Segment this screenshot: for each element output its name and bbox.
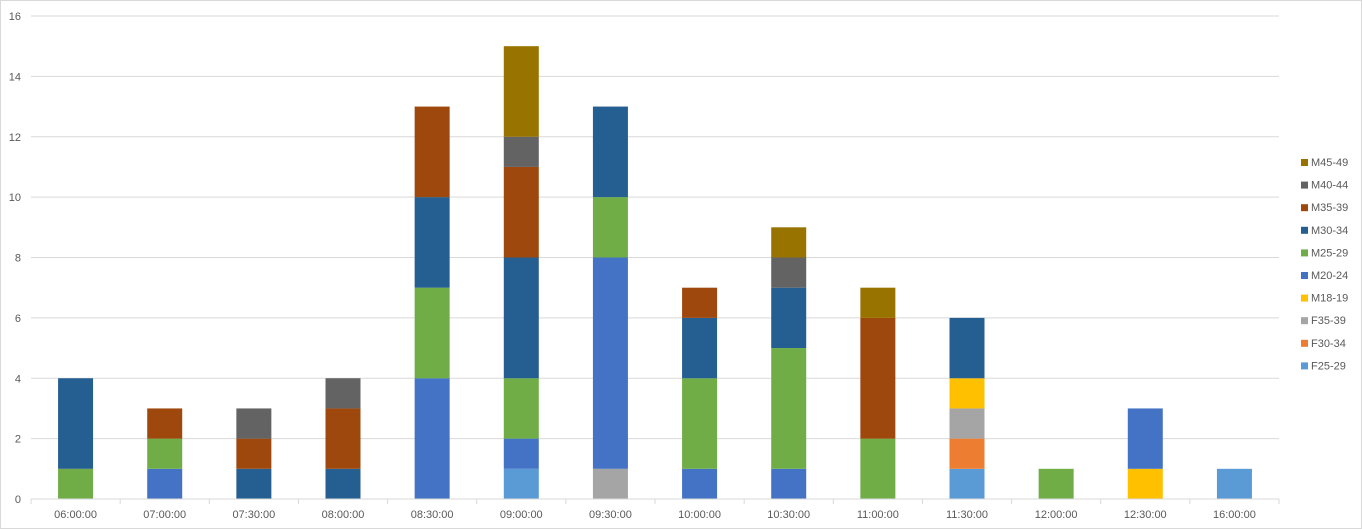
bar-segment-m35-39 <box>236 438 272 469</box>
y-tick-label: 6 <box>15 313 21 325</box>
bar-segment-m45-49 <box>771 227 807 258</box>
bar-segment-m25-29 <box>771 348 807 469</box>
y-tick-label: 2 <box>15 434 21 446</box>
bar-segment-m25-29 <box>1038 468 1074 499</box>
legend-swatch <box>1301 339 1308 347</box>
bar-segment-m40-44 <box>325 378 361 409</box>
legend-swatch <box>1301 294 1308 302</box>
y-tick-label: 10 <box>9 192 21 204</box>
bars <box>58 46 1252 499</box>
legend-label: M25-29 <box>1311 247 1348 259</box>
bar-segment-m20-24 <box>414 378 450 499</box>
legend-label: M20-24 <box>1311 270 1348 282</box>
bar-segment-m35-39 <box>860 317 896 439</box>
bar-segment-m45-49 <box>503 46 539 137</box>
bar-segment-f35-39 <box>592 468 628 499</box>
bar-segment-m25-29 <box>503 378 539 439</box>
x-tick-label: 09:00:00 <box>500 509 543 521</box>
legend-label: M40-44 <box>1311 180 1348 192</box>
x-tick-label: 09:30:00 <box>589 509 632 521</box>
bar-segment-m40-44 <box>771 257 807 288</box>
bar-segment-m45-49 <box>860 287 896 318</box>
legend-label: M30-34 <box>1311 225 1348 237</box>
x-tick-label: 10:00:00 <box>678 509 721 521</box>
bar-segment-m30-34 <box>58 378 94 469</box>
x-tick-label: 12:30:00 <box>1124 509 1167 521</box>
x-tick-label: 07:30:00 <box>232 509 275 521</box>
legend-swatch <box>1301 249 1308 257</box>
y-tick-label: 4 <box>15 373 21 385</box>
y-axis: 0 2 4 6 8 10 12 14 16 <box>9 11 21 506</box>
bar-segment-m25-29 <box>860 438 896 499</box>
bar-segment-m25-29 <box>682 378 718 469</box>
bar-segment-m20-24 <box>147 468 183 499</box>
x-tick-label: 12:00:00 <box>1035 509 1078 521</box>
bar-segment-m30-34 <box>325 468 361 499</box>
x-tick-label: 11:30:00 <box>946 509 988 521</box>
y-tick-label: 16 <box>9 11 21 23</box>
bar-segment-m20-24 <box>1127 408 1163 469</box>
y-tick-label: 0 <box>15 494 21 506</box>
legend-label: M35-39 <box>1311 202 1348 214</box>
bar-segment-m20-24 <box>592 257 628 469</box>
bar-segment-m18-19 <box>1127 468 1163 499</box>
bar-segment-m30-34 <box>592 106 628 198</box>
y-tick-label: 12 <box>9 132 21 144</box>
x-tick-label: 07:00:00 <box>143 509 186 521</box>
bar-segment-m20-24 <box>771 468 807 499</box>
bar-segment-m30-34 <box>503 257 539 379</box>
legend-swatch <box>1301 181 1308 189</box>
x-tick-label: 06:00:00 <box>54 509 97 521</box>
legend: M45-49 M40-44 M35-39 M30-34 M25-29 M20-24 M18-… <box>1301 157 1348 372</box>
bar-segment-f25-29 <box>949 468 985 499</box>
legend-swatch <box>1301 272 1308 279</box>
bar-segment-m25-29 <box>147 438 183 469</box>
bar-segment-m35-39 <box>325 408 361 469</box>
x-tick-label: 08:30:00 <box>411 509 454 521</box>
bar-segment-m30-34 <box>771 287 807 349</box>
x-tick-label: 16:00:00 <box>1213 509 1256 521</box>
bar-segment-f25-29 <box>503 468 539 499</box>
bar-segment-m35-39 <box>503 166 539 258</box>
legend-label: F30-34 <box>1311 338 1346 350</box>
legend-swatch <box>1301 159 1308 166</box>
bar-segment-f35-39 <box>949 408 985 439</box>
bar-segment-m35-39 <box>147 408 183 439</box>
legend-swatch <box>1301 362 1308 370</box>
legend-label: F25-29 <box>1311 360 1346 372</box>
bar-segment-m25-29 <box>414 287 450 379</box>
bar-segment-m30-34 <box>414 197 450 288</box>
bar-segment-m35-39 <box>414 106 450 198</box>
gridlines <box>31 15 1279 500</box>
bar-segment-m40-44 <box>503 136 539 167</box>
bar-segment-m25-29 <box>592 197 628 258</box>
x-tick-label: 08:00:00 <box>322 509 365 521</box>
x-tick-label: 10:30:00 <box>767 509 810 521</box>
bar-segment-m20-24 <box>503 438 539 469</box>
bar-segment-m25-29 <box>58 468 94 499</box>
legend-swatch <box>1301 226 1308 234</box>
bar-segment-m30-34 <box>236 468 272 499</box>
bar-segment-f25-29 <box>1216 468 1252 499</box>
legend-label: F35-39 <box>1311 315 1346 327</box>
bar-segment-m30-34 <box>949 317 985 379</box>
x-axis: 06:00:00 07:00:00 07:30:00 08:00:00 08:30:00… <box>30 498 1280 521</box>
legend-label: M18-19 <box>1311 293 1348 305</box>
y-tick-label: 8 <box>15 253 21 265</box>
bar-segment-m40-44 <box>236 408 272 439</box>
y-tick-label: 14 <box>9 71 21 83</box>
legend-swatch <box>1301 204 1308 212</box>
x-tick-label: 11:00:00 <box>857 509 899 521</box>
bar-segment-m18-19 <box>949 378 985 409</box>
bar-segment-m30-34 <box>682 317 718 379</box>
bar-segment-f30-34 <box>949 438 985 469</box>
bar-segment-m35-39 <box>682 287 718 318</box>
bar-segment-m20-24 <box>682 468 718 499</box>
legend-label: M45-49 <box>1311 157 1348 169</box>
legend-swatch <box>1301 317 1308 325</box>
